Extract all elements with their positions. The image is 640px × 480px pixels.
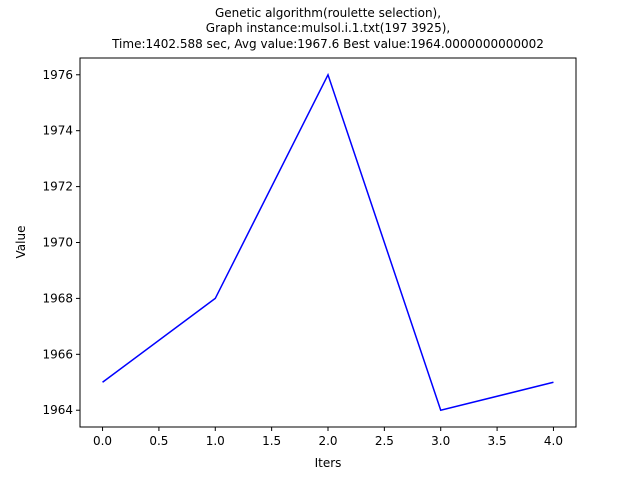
- x-tick-label: 1.0: [206, 434, 225, 448]
- x-tick-label: 0.5: [149, 434, 168, 448]
- x-tick-label: 2.5: [375, 434, 394, 448]
- series-layer: [102, 72, 554, 412]
- y-axis-ticks: 1964 1966 1968 1970 1972 1974 1976: [42, 68, 80, 417]
- y-tick-label: 1972: [42, 180, 73, 194]
- y-tick-label: 1976: [42, 68, 73, 82]
- y-tick-label: 1974: [42, 124, 73, 138]
- y-tick-label: 1964: [42, 403, 73, 417]
- x-tick-label: 3.5: [488, 434, 507, 448]
- y-tick-label: 1968: [42, 291, 73, 305]
- series-line: [102, 72, 554, 412]
- y-tick-label: 1970: [42, 236, 73, 250]
- x-tick-label: 1.5: [262, 434, 281, 448]
- chart-title: Genetic algorithm(roulette selection), G…: [111, 6, 544, 51]
- title-line-2: Graph instance:mulsol.i.1.txt(197 3925),: [206, 21, 450, 35]
- x-tick-label: 0.0: [93, 434, 112, 448]
- x-tick-label: 2.0: [318, 434, 337, 448]
- x-axis-ticks: 0.0 0.5 1.0 1.5 2.0 2.5 3.0 3.5 4.0: [93, 427, 563, 448]
- title-line-1: Genetic algorithm(roulette selection),: [215, 6, 441, 20]
- x-tick-label: 4.0: [544, 434, 563, 448]
- x-axis-label: Iters: [315, 456, 342, 470]
- title-line-3: Time:1402.588 sec, Avg value:1967.6 Best…: [111, 37, 544, 51]
- y-tick-label: 1966: [42, 347, 73, 361]
- x-tick-label: 3.0: [431, 434, 450, 448]
- y-axis-label: Value: [14, 226, 28, 259]
